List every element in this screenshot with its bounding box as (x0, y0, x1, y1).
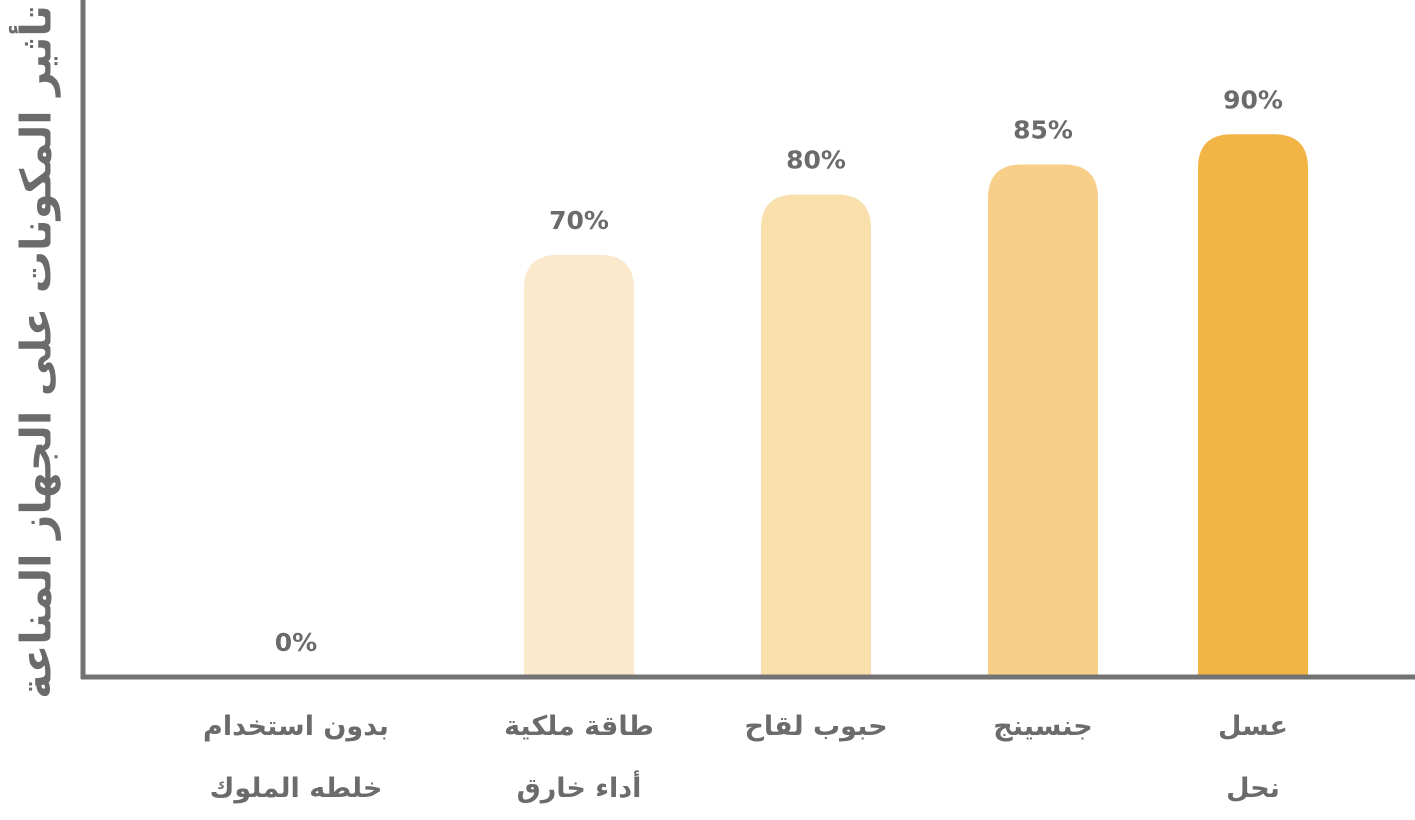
category-label-3: جنسينج (913, 696, 1173, 758)
bar-2 (761, 194, 871, 677)
value-label-1: 70% (549, 206, 609, 235)
category-label-0-line-1: خلطه الملوك (209, 773, 383, 804)
category-label-3-line-0: جنسينج (993, 711, 1093, 742)
bar-3 (988, 164, 1098, 677)
category-label-0: بدون استخدام خلطه الملوك (166, 696, 426, 820)
category-label-1-line-0: طاقة ملكية (504, 711, 654, 742)
category-label-4-line-1: نحل (1226, 773, 1280, 804)
bar-4 (1198, 134, 1308, 678)
category-label-2: حبوب لقاح (686, 696, 946, 758)
value-label-2: 80% (786, 146, 846, 175)
category-label-4: عسل نحل (1123, 696, 1383, 820)
bar-1 (524, 254, 634, 677)
category-label-2-line-0: حبوب لقاح (744, 711, 888, 742)
category-label-1-line-1: أداء خارق (516, 773, 642, 804)
category-label-1: طاقة ملكية أداء خارق (449, 696, 709, 820)
value-label-3: 85% (1013, 115, 1073, 144)
value-label-0: 0% (275, 628, 317, 657)
value-label-4: 90% (1223, 85, 1283, 114)
y-axis-label: تأثير المكونات على الجهاز المناعة (11, 5, 61, 699)
category-label-4-line-0: عسل (1217, 711, 1289, 742)
category-label-0-line-0: بدون استخدام (203, 711, 389, 742)
